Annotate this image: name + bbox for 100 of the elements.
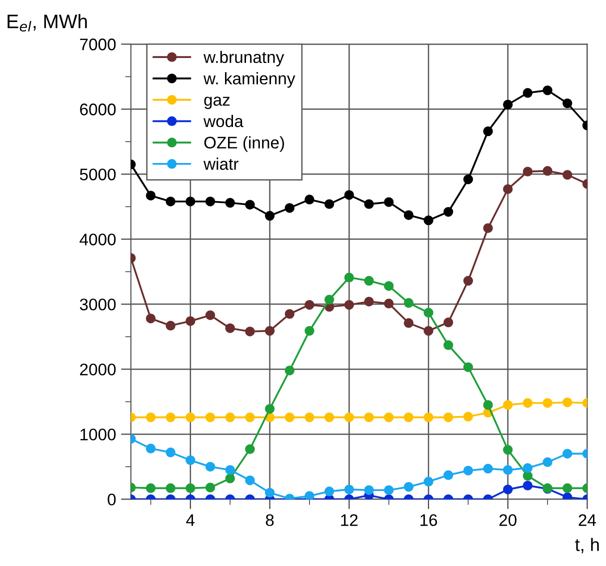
point (146, 444, 156, 454)
x-tick-label: 12 (341, 514, 358, 526)
point (404, 318, 414, 328)
point (502, 444, 513, 455)
point (245, 200, 255, 210)
point (264, 326, 275, 336)
point (443, 207, 454, 217)
point (463, 412, 474, 422)
x-tick-label: 20 (499, 514, 516, 526)
point (344, 484, 354, 494)
point (364, 199, 374, 209)
point (324, 294, 334, 304)
point (463, 362, 474, 372)
point (284, 366, 294, 376)
point (542, 166, 552, 176)
point (483, 464, 493, 474)
point (225, 465, 235, 475)
point (146, 190, 156, 200)
x-tick-label: 24 (578, 514, 596, 526)
point (324, 412, 334, 422)
point (443, 470, 454, 480)
point (264, 210, 275, 221)
point (463, 276, 474, 286)
y-tick-label: 4000 (80, 234, 116, 246)
point (443, 340, 454, 350)
point (146, 412, 156, 422)
point (384, 485, 394, 495)
point (483, 126, 493, 136)
point (284, 412, 294, 422)
point (562, 492, 572, 500)
point (304, 194, 314, 204)
point (225, 474, 235, 484)
point (384, 298, 394, 308)
point (225, 412, 235, 422)
point (542, 457, 552, 468)
point (205, 196, 216, 206)
y-axis-title: E$_{el}$, MWh (8, 14, 87, 32)
y-tick-label: 1000 (80, 428, 116, 440)
point (205, 310, 216, 320)
point (344, 190, 354, 200)
point (562, 98, 572, 108)
point (463, 466, 474, 476)
point (522, 88, 533, 98)
point (344, 272, 354, 282)
point (284, 203, 294, 213)
point (502, 400, 513, 410)
point (502, 484, 513, 494)
point (404, 210, 414, 220)
point (186, 196, 196, 206)
point (284, 309, 294, 319)
point (364, 485, 374, 495)
point (463, 174, 474, 184)
point (404, 298, 414, 308)
point (443, 412, 454, 422)
point (186, 455, 196, 466)
point (502, 184, 513, 194)
point (304, 300, 314, 310)
point (324, 199, 334, 209)
point (404, 482, 414, 492)
legend-label: OZE (inne) (204, 136, 284, 152)
point (304, 326, 314, 336)
point (562, 448, 572, 459)
point (384, 412, 394, 422)
point (522, 463, 533, 473)
point (344, 300, 354, 310)
point (424, 308, 434, 318)
point (542, 85, 552, 96)
point (245, 476, 255, 486)
point (562, 397, 572, 408)
point (364, 412, 374, 422)
point (225, 323, 235, 334)
point (205, 462, 216, 472)
point (522, 470, 533, 481)
point (502, 465, 513, 475)
point (225, 198, 235, 208)
point (264, 488, 275, 498)
point (424, 326, 434, 336)
point (166, 448, 176, 458)
point (542, 398, 552, 408)
point (562, 170, 572, 180)
point (264, 404, 275, 414)
point (186, 316, 196, 326)
point (166, 320, 176, 330)
point (502, 100, 513, 110)
point (424, 215, 434, 226)
x-tick-label: 8 (266, 514, 274, 526)
point (166, 412, 176, 422)
point (522, 166, 533, 176)
point (304, 412, 314, 422)
point (522, 398, 533, 408)
point (324, 486, 334, 496)
x-axis-title: t, h (575, 538, 599, 554)
point (166, 483, 176, 494)
legend-label: w. kamienny (204, 72, 296, 88)
point (344, 412, 354, 422)
point (404, 412, 414, 422)
point (186, 412, 196, 422)
point (424, 476, 434, 487)
x-tick-label: 16 (420, 514, 438, 526)
point (166, 196, 176, 206)
